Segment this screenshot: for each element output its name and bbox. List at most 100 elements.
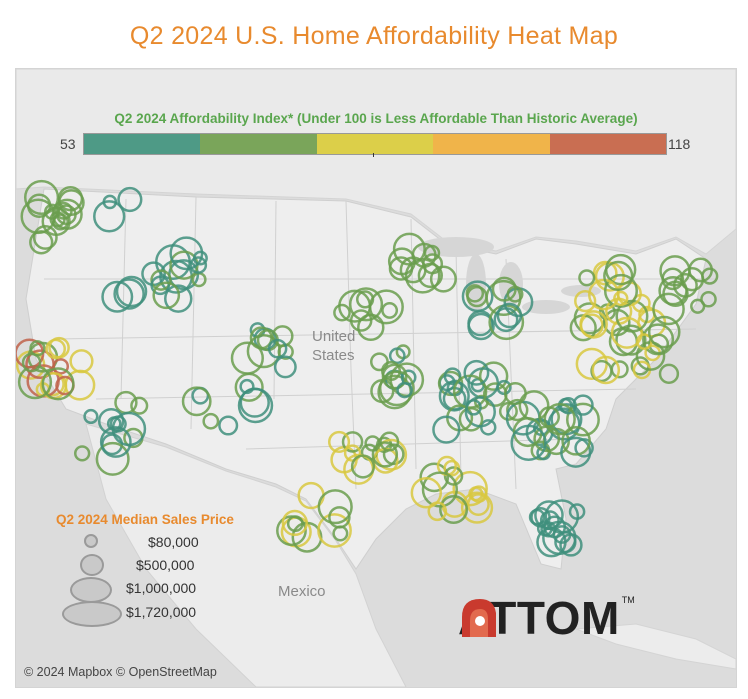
metro-circle[interactable] (273, 355, 297, 379)
metro-circle[interactable] (130, 396, 149, 415)
metro-circle[interactable] (658, 363, 680, 384)
metro-circle[interactable] (356, 290, 375, 309)
metro-circle[interactable] (381, 301, 399, 319)
metro-circle[interactable] (460, 491, 494, 524)
metro-circle[interactable] (565, 402, 600, 437)
metro-circle[interactable] (701, 267, 719, 285)
metro-circle[interactable] (99, 426, 132, 458)
metro-circle[interactable] (74, 445, 91, 462)
metro-circle[interactable] (439, 495, 469, 525)
metro-circle[interactable] (610, 316, 643, 349)
metro-circle[interactable] (218, 415, 239, 436)
metro-circle[interactable] (169, 236, 204, 271)
metro-circle[interactable] (348, 287, 384, 322)
metro-circle[interactable] (388, 347, 406, 365)
metro-circle[interactable] (465, 399, 482, 416)
metro-circle[interactable] (202, 412, 220, 430)
metro-circle[interactable] (432, 415, 461, 444)
metro-circle[interactable] (438, 380, 470, 412)
metro-circle[interactable] (387, 247, 416, 276)
metro-circle[interactable] (652, 292, 685, 326)
metro-circle[interactable] (429, 265, 457, 293)
metro-circle[interactable] (417, 262, 443, 289)
metro-circle[interactable] (115, 275, 148, 308)
metro-circle[interactable] (93, 200, 126, 233)
metro-circle[interactable] (591, 355, 621, 385)
metro-circle[interactable] (181, 386, 212, 417)
metro-circle[interactable] (410, 477, 443, 509)
metro-circle[interactable] (491, 276, 517, 302)
metro-circle[interactable] (234, 372, 264, 402)
metro-circle[interactable] (45, 338, 66, 360)
metro-circle[interactable] (237, 387, 274, 424)
metro-circle[interactable] (317, 489, 353, 525)
metro-circle[interactable] (510, 424, 547, 461)
metro-circle[interactable] (493, 307, 519, 333)
metro-circle[interactable] (528, 508, 546, 526)
metro-circle[interactable] (568, 503, 586, 520)
metro-circle[interactable] (463, 359, 490, 386)
metro-circle[interactable] (95, 441, 130, 476)
metro-circle[interactable] (52, 358, 70, 375)
metro-circle[interactable] (613, 290, 629, 307)
metro-circle[interactable] (404, 258, 441, 294)
metro-circle[interactable] (267, 338, 288, 359)
metro-circle[interactable] (603, 273, 638, 308)
metro-circle[interactable] (23, 179, 60, 215)
metro-circle[interactable] (189, 256, 208, 274)
metro-circle[interactable] (579, 310, 608, 339)
metro-circle[interactable] (357, 313, 385, 342)
metro-circle[interactable] (381, 363, 408, 390)
metro-circle[interactable] (246, 333, 281, 369)
metro-circle[interactable] (239, 378, 255, 395)
metro-circle[interactable] (83, 408, 99, 425)
metro-circle[interactable] (21, 352, 42, 373)
metro-circle[interactable] (464, 396, 496, 428)
metro-circle[interactable] (286, 515, 304, 533)
metro-circle[interactable] (32, 225, 58, 250)
metro-circle[interactable] (550, 403, 583, 436)
metro-circle[interactable] (150, 275, 171, 296)
metro-circle[interactable] (117, 186, 143, 213)
metro-circle[interactable] (392, 232, 426, 266)
metro-circle[interactable] (396, 381, 413, 399)
metro-circle[interactable] (465, 284, 485, 303)
metro-circle[interactable] (478, 361, 509, 391)
metro-circle[interactable] (421, 253, 444, 275)
metro-circle[interactable] (452, 374, 488, 409)
metro-circle[interactable] (498, 401, 518, 421)
metro-circle[interactable] (642, 323, 675, 356)
metro-circle[interactable] (97, 407, 125, 435)
metro-circle[interactable] (113, 278, 145, 310)
metro-circle[interactable] (592, 260, 618, 286)
metro-circle[interactable] (150, 269, 172, 291)
metro-circle[interactable] (378, 370, 415, 407)
metro-circle[interactable] (443, 466, 464, 486)
metro-circle[interactable] (572, 394, 594, 416)
metro-circle[interactable] (658, 276, 688, 306)
metro-circle[interactable] (443, 367, 462, 386)
metro-circle[interactable] (690, 298, 706, 314)
map-attribution[interactable]: © 2024 Mapbox © OpenStreetMap (24, 665, 217, 679)
metro-circle[interactable] (379, 431, 400, 452)
metro-circle[interactable] (574, 289, 597, 313)
metro-circle[interactable] (536, 526, 567, 558)
metro-circle[interactable] (327, 430, 351, 453)
metro-circle[interactable] (350, 454, 376, 479)
metro-circle[interactable] (452, 470, 488, 507)
metro-circle[interactable] (101, 280, 134, 313)
metro-circle[interactable] (603, 260, 634, 292)
metro-circle[interactable] (54, 201, 73, 220)
metro-circle[interactable] (578, 269, 596, 287)
metro-circle[interactable] (615, 324, 647, 356)
metro-circle[interactable] (461, 280, 494, 313)
metro-circle[interactable] (467, 312, 495, 341)
metro-circle[interactable] (381, 361, 402, 382)
metro-circle[interactable] (164, 284, 193, 313)
metro-circle[interactable] (427, 501, 448, 522)
metro-circle[interactable] (506, 398, 529, 422)
metro-circle[interactable] (496, 302, 523, 329)
metro-circle[interactable] (661, 267, 685, 291)
metro-circle[interactable] (51, 198, 83, 230)
metro-circle[interactable] (281, 509, 308, 537)
